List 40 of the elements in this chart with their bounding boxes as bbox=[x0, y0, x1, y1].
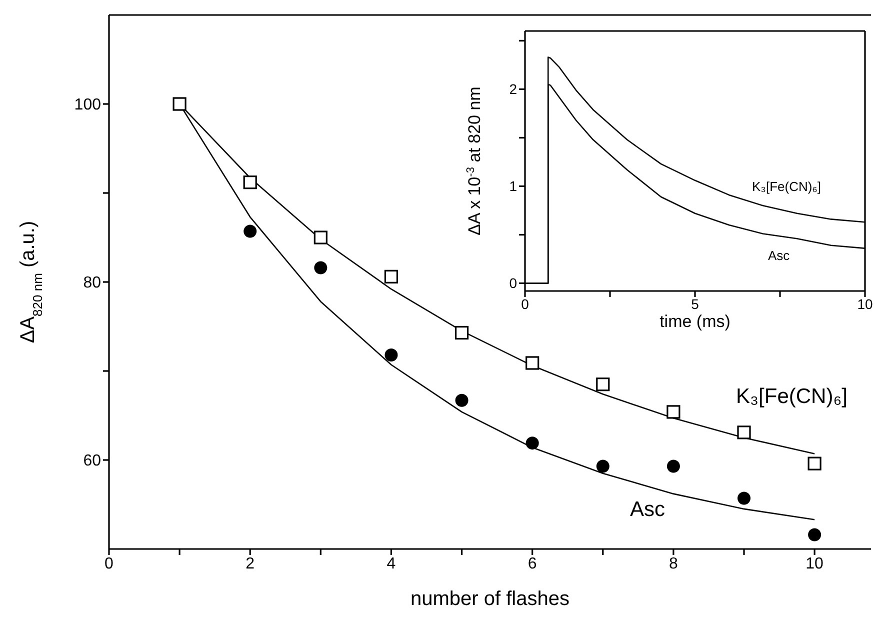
point bbox=[738, 492, 750, 505]
point bbox=[526, 356, 540, 370]
point bbox=[314, 230, 328, 244]
point bbox=[737, 426, 751, 440]
y-tick-label: 80 bbox=[83, 274, 102, 292]
series-label: Asc bbox=[768, 248, 790, 264]
x-axis-title: number of flashes bbox=[410, 588, 570, 610]
x-axis-title: time (ms) bbox=[660, 312, 730, 331]
x-tick-label: 10 bbox=[857, 296, 873, 312]
point bbox=[455, 394, 468, 407]
series-label: K₃[Fe(CN)₆] bbox=[752, 179, 822, 195]
x-tick-label: 8 bbox=[668, 555, 678, 572]
x-tick-label: 2 bbox=[246, 555, 255, 572]
x-tick-label: 10 bbox=[806, 555, 824, 572]
point bbox=[808, 528, 822, 542]
point bbox=[172, 97, 186, 111]
point bbox=[666, 405, 680, 419]
x-tick-label: 4 bbox=[386, 555, 396, 572]
y-tick-label: 2 bbox=[509, 81, 518, 98]
point bbox=[666, 460, 680, 473]
series-label: Asc bbox=[630, 497, 666, 522]
point bbox=[526, 436, 539, 450]
point bbox=[314, 261, 328, 274]
point bbox=[243, 176, 257, 190]
point bbox=[384, 270, 398, 284]
series-label: K₃[Fe(CN)₆] bbox=[736, 384, 848, 410]
y-tick-label: 100 bbox=[74, 96, 102, 114]
x-tick-label: 0 bbox=[104, 555, 114, 572]
y-tick-label: 0 bbox=[509, 275, 518, 292]
point bbox=[384, 348, 398, 362]
point bbox=[808, 456, 822, 470]
x-tick-label: 0 bbox=[521, 296, 530, 312]
point bbox=[244, 224, 257, 238]
point bbox=[454, 326, 469, 340]
point bbox=[596, 378, 610, 392]
x-tick-label: 5 bbox=[691, 296, 700, 312]
y-tick-label: 1 bbox=[509, 178, 518, 194]
x-tick-label: 6 bbox=[528, 555, 537, 572]
point bbox=[596, 460, 610, 473]
y-tick-label: 60 bbox=[83, 452, 102, 470]
